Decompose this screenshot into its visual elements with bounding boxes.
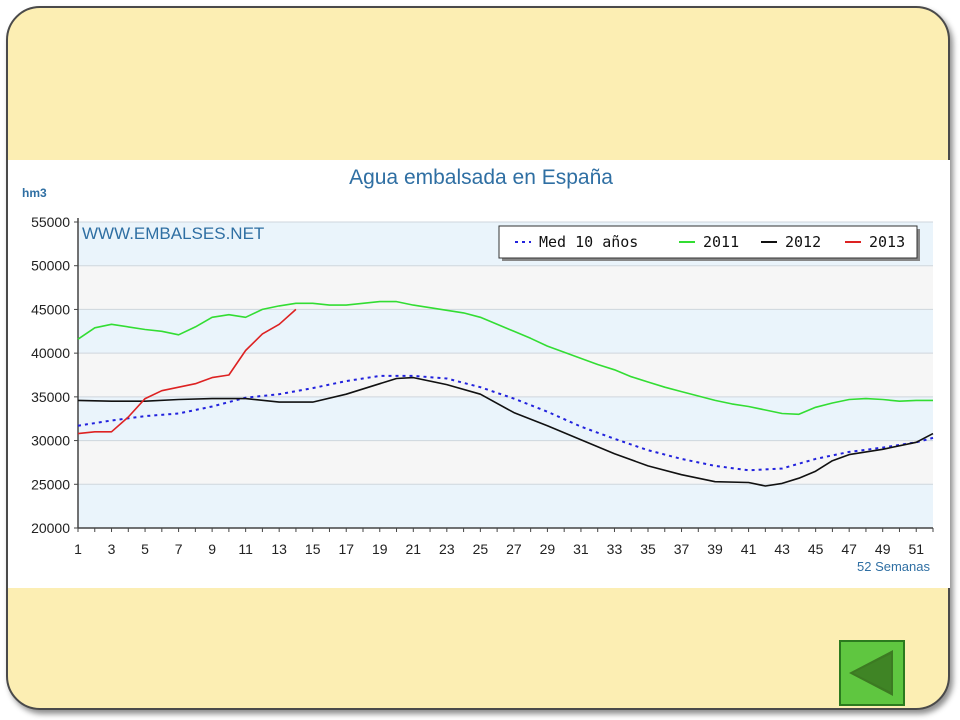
- x-tick-label: 43: [774, 541, 790, 557]
- x-tick-label: 29: [540, 541, 556, 557]
- x-tick-label: 47: [841, 541, 857, 557]
- y-tick-label: 40000: [31, 345, 70, 361]
- y-tick-label: 30000: [31, 433, 70, 449]
- plot-band: [78, 484, 933, 528]
- x-tick-labels: 1 3 5 7 9 11 13 15 17 19 21 23 25 27 29 31 33 35 37 39 41 43 4…: [74, 541, 924, 557]
- plot-band: [78, 353, 933, 397]
- legend-entry-label: Med 10 años: [539, 233, 638, 251]
- x-tick-label: 45: [808, 541, 824, 557]
- x-tick-label: 23: [439, 541, 455, 557]
- x-tick-label: 13: [271, 541, 287, 557]
- x-tick-label: 37: [674, 541, 690, 557]
- series-lines: [77, 300, 934, 487]
- x-tick-label: 19: [372, 541, 388, 557]
- x-tick-label: 39: [707, 541, 723, 557]
- x-tick-label: 5: [141, 541, 149, 557]
- y-tick-label: 45000: [31, 301, 70, 317]
- watermark-text: WWW.EMBALSES.NET: [82, 224, 264, 243]
- series-line-2011: [77, 300, 933, 416]
- x-tick-label: 31: [573, 541, 589, 557]
- y-tick-label: 50000: [31, 258, 70, 274]
- chart-panel: 20000 25000 30000 35000 40000 45000 50000 55000…: [8, 160, 950, 588]
- x-tick-label: 3: [108, 541, 116, 557]
- series-line-med-10-a-os: [77, 374, 934, 472]
- y-axis-unit-label: hm3: [22, 186, 47, 200]
- legend-entry-label: 2012: [785, 233, 821, 251]
- y-tick-label: 25000: [31, 476, 70, 492]
- y-tick-label: 20000: [31, 520, 70, 536]
- plot-band: [78, 309, 933, 354]
- y-tick-labels: 20000 25000 30000 35000 40000 45000 50000 55000: [31, 214, 70, 536]
- y-tick-label: 35000: [31, 389, 70, 405]
- plot-band: [78, 396, 933, 441]
- series-line-2012: [77, 376, 934, 487]
- y-tick-label: 55000: [31, 214, 70, 230]
- plot-bands: [78, 222, 933, 528]
- x-tick-label: 41: [741, 541, 757, 557]
- back-arrow-icon: [849, 650, 893, 696]
- x-tick-label: 35: [640, 541, 656, 557]
- chart-title: Agua embalsada en España: [349, 166, 613, 189]
- x-tick-label: 25: [473, 541, 489, 557]
- legend-entry-label: 2011: [703, 233, 739, 251]
- x-axis-weeks-label: 52 Semanas: [857, 559, 930, 574]
- x-tick-label: 1: [74, 541, 82, 557]
- back-button[interactable]: [839, 640, 905, 706]
- x-tick-label: 17: [338, 541, 354, 557]
- reservoir-line-chart: 20000 25000 30000 35000 40000 45000 50000 55000…: [22, 166, 934, 574]
- axes: [74, 218, 934, 532]
- x-tick-label: 51: [908, 541, 924, 557]
- plot-band: [78, 440, 933, 485]
- x-tick-label: 9: [208, 541, 216, 557]
- series-line-2013: [77, 308, 297, 435]
- x-tick-label: 27: [506, 541, 522, 557]
- plot-band: [78, 265, 933, 310]
- x-tick-label: 11: [238, 541, 253, 557]
- legend-entry-label: 2013: [869, 233, 905, 251]
- x-tick-label: 21: [406, 541, 422, 557]
- slide-background: 20000 25000 30000 35000 40000 45000 50000 55000…: [6, 6, 950, 710]
- legend: Med 10 años 2011 2012 2013: [498, 225, 920, 261]
- x-tick-label: 33: [607, 541, 623, 557]
- x-tick-label: 49: [875, 541, 891, 557]
- x-tick-label: 15: [305, 541, 321, 557]
- x-tick-label: 7: [175, 541, 183, 557]
